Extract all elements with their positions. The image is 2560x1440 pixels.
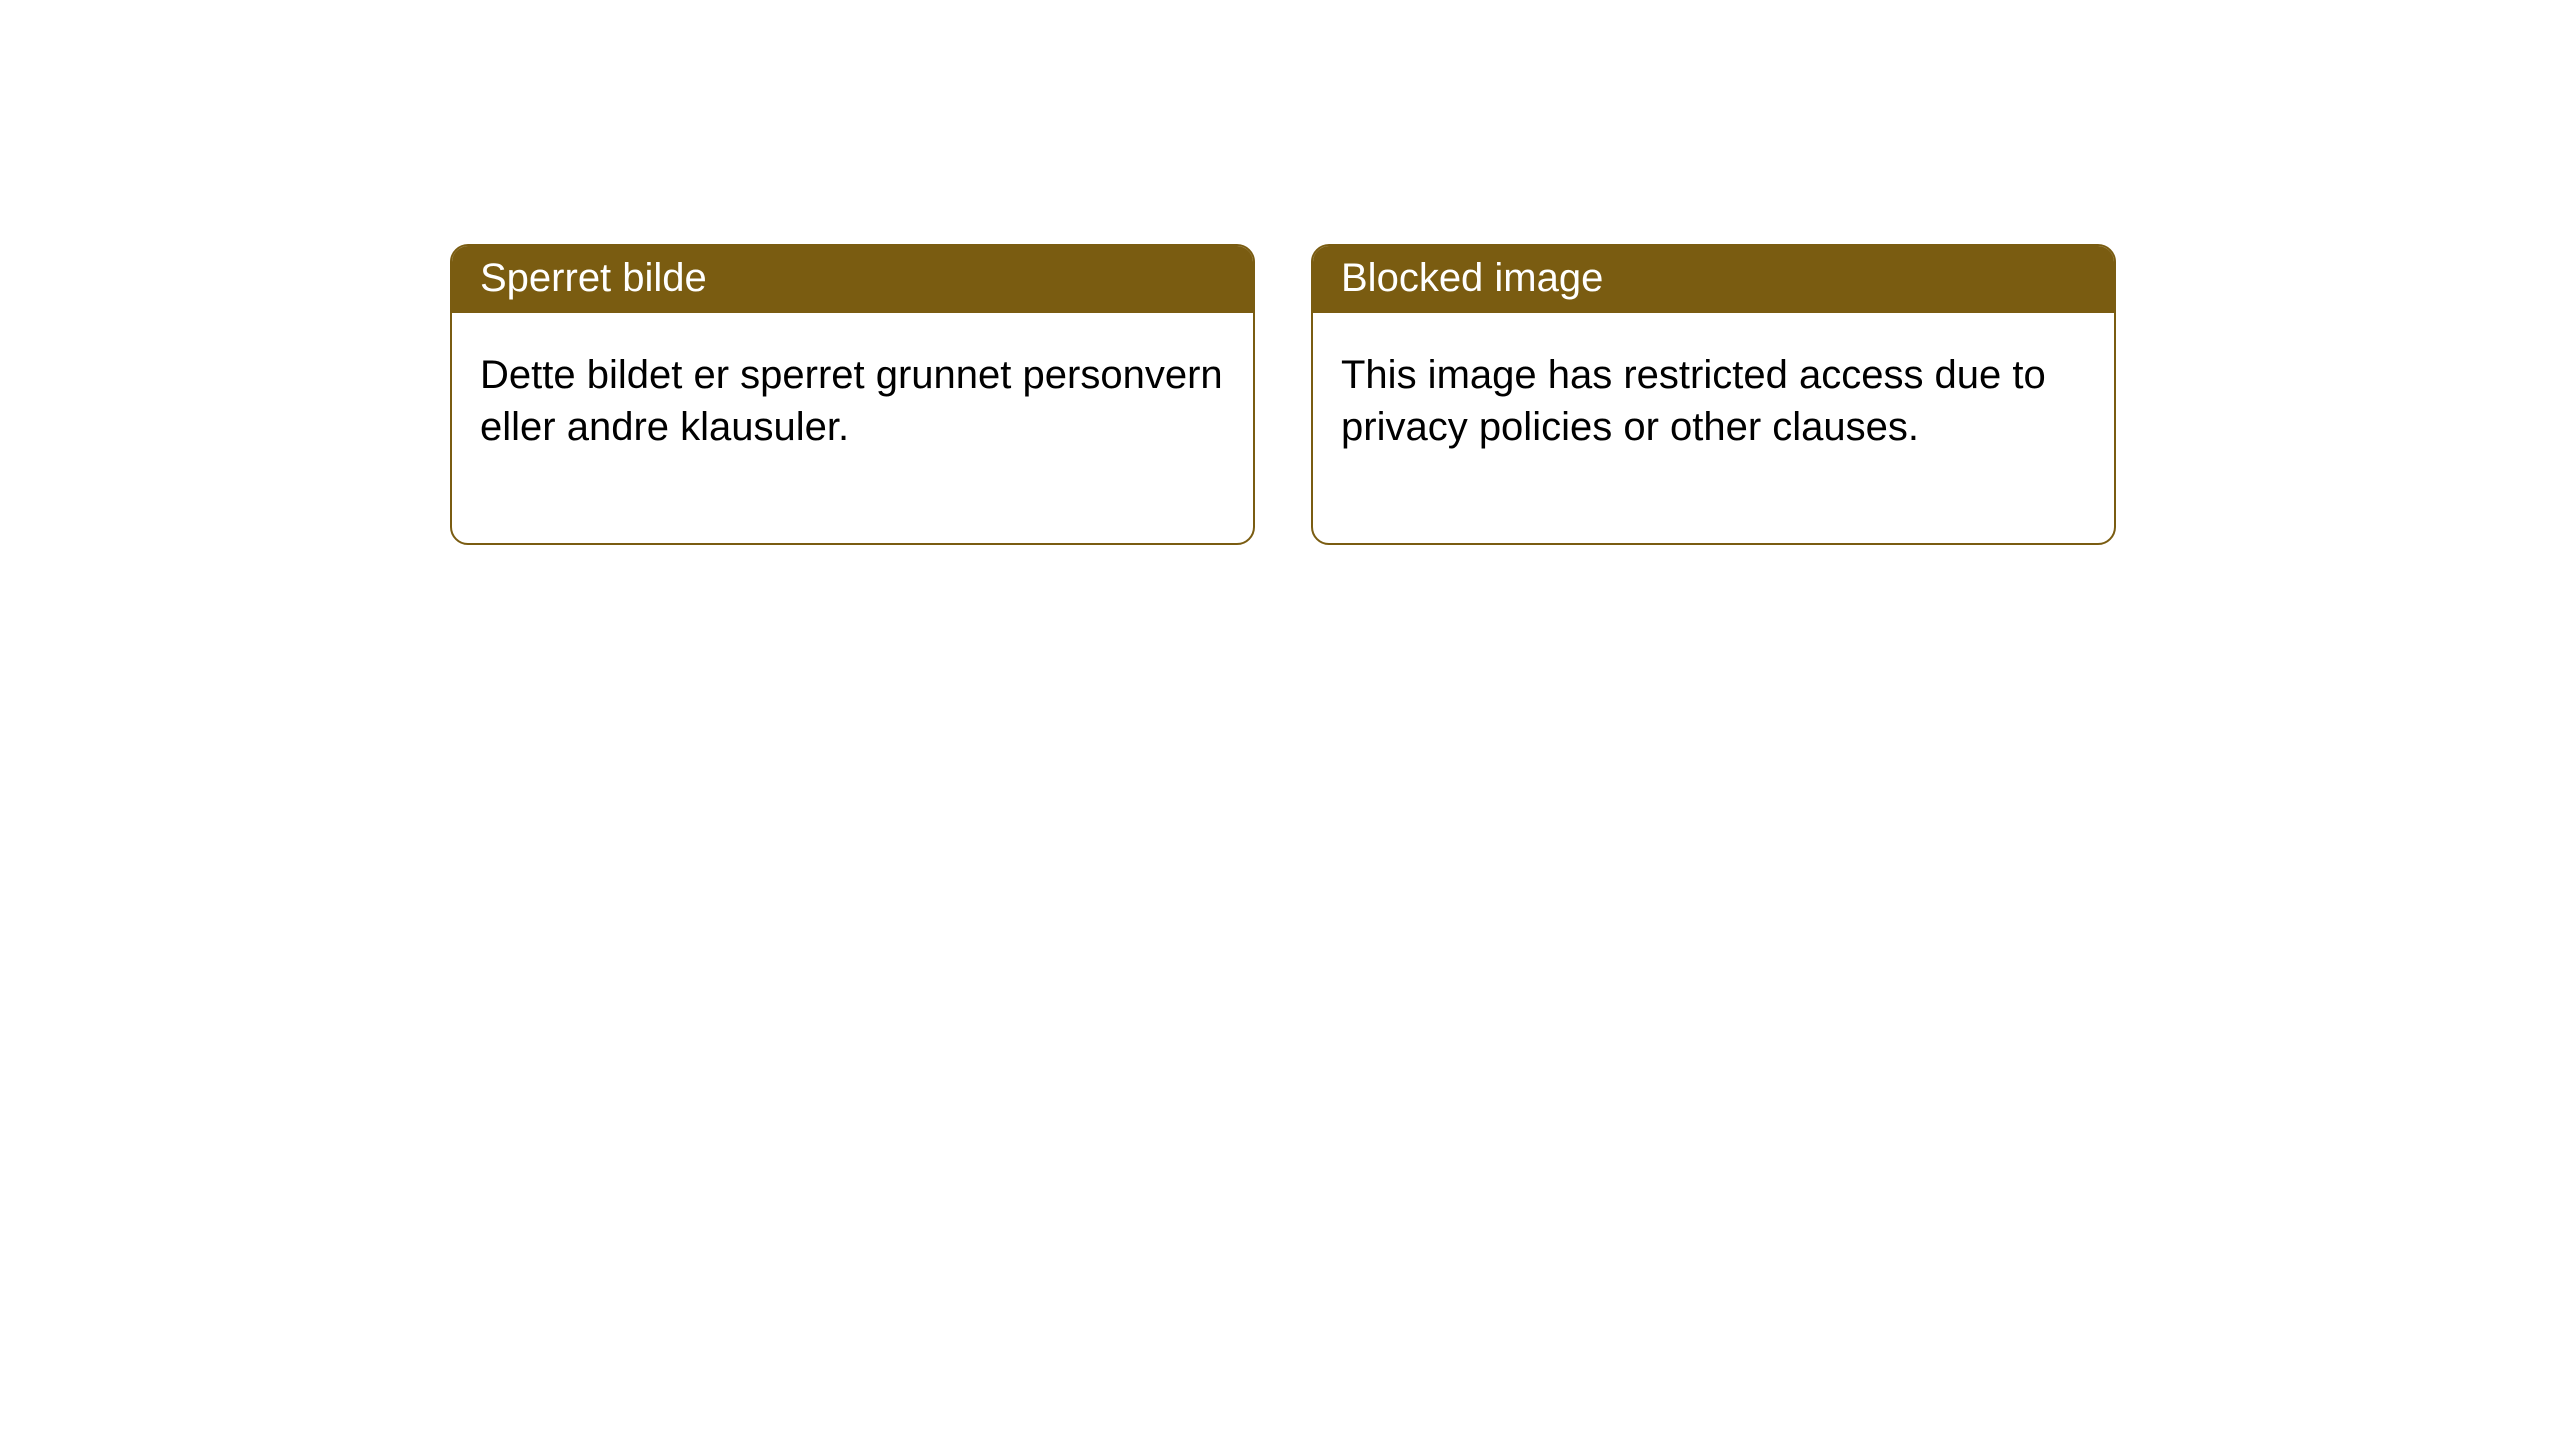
card-header: Blocked image bbox=[1313, 246, 2114, 313]
blocked-image-card-en: Blocked image This image has restricted … bbox=[1311, 244, 2116, 545]
card-message: This image has restricted access due to … bbox=[1341, 353, 2046, 449]
card-body: Dette bildet er sperret grunnet personve… bbox=[452, 313, 1253, 543]
blocked-image-card-no: Sperret bilde Dette bildet er sperret gr… bbox=[450, 244, 1255, 545]
card-title: Blocked image bbox=[1341, 256, 1603, 300]
card-title: Sperret bilde bbox=[480, 256, 707, 300]
card-body: This image has restricted access due to … bbox=[1313, 313, 2114, 543]
card-header: Sperret bilde bbox=[452, 246, 1253, 313]
card-message: Dette bildet er sperret grunnet personve… bbox=[480, 353, 1223, 449]
notice-container: Sperret bilde Dette bildet er sperret gr… bbox=[0, 0, 2560, 545]
